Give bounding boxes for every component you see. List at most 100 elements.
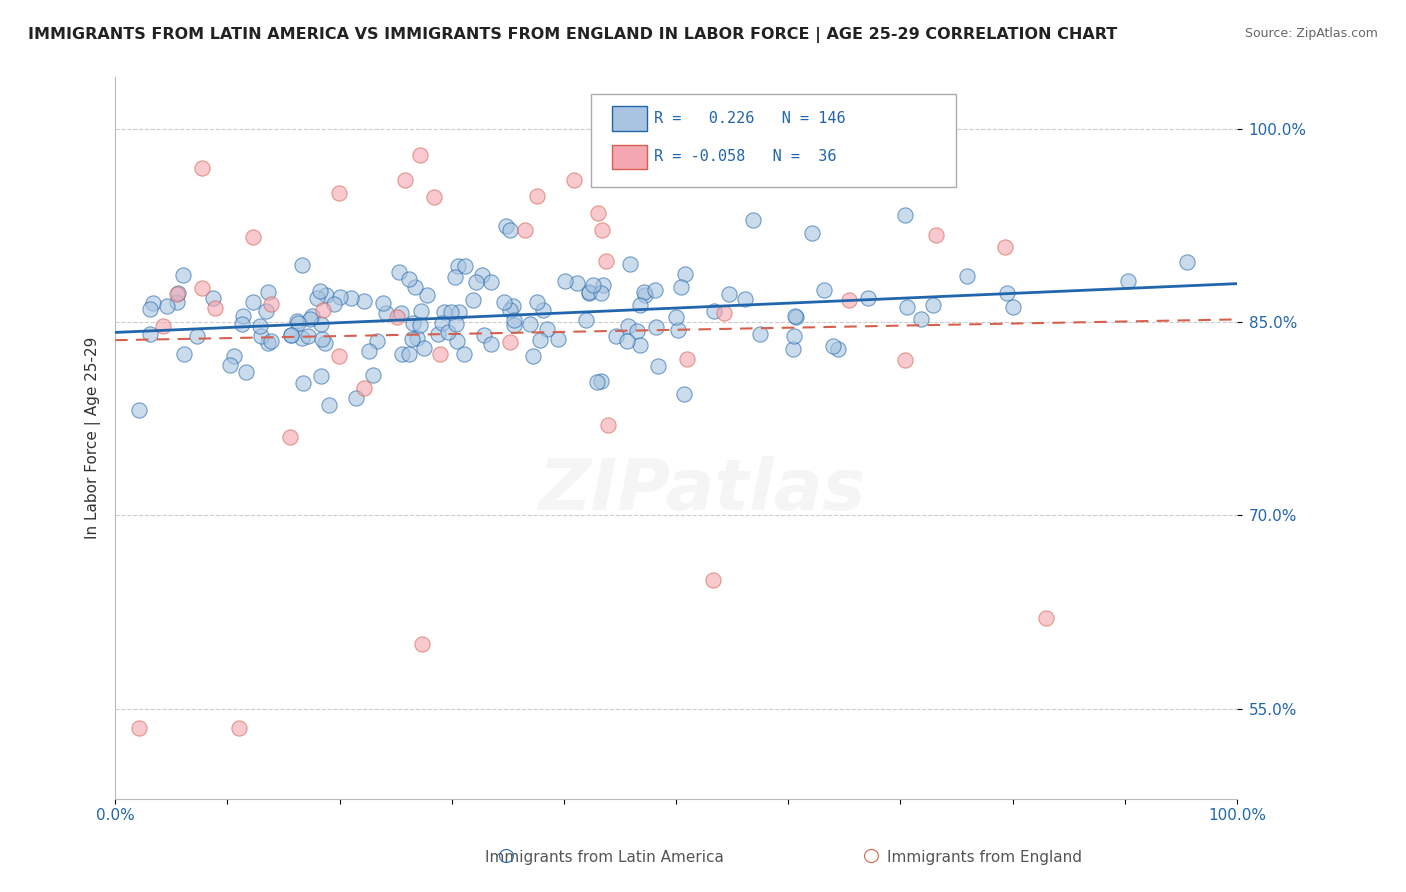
Point bbox=[592, 278, 614, 293]
Point bbox=[353, 293, 375, 308]
Point bbox=[1175, 255, 1198, 269]
Point bbox=[531, 303, 554, 318]
Point bbox=[329, 290, 352, 304]
Point bbox=[411, 637, 433, 651]
Point bbox=[401, 332, 423, 346]
Point bbox=[408, 318, 430, 332]
Point bbox=[665, 310, 688, 325]
Point bbox=[617, 318, 640, 333]
Point bbox=[257, 335, 280, 350]
Point bbox=[1001, 300, 1024, 314]
Point bbox=[502, 312, 524, 326]
Point bbox=[259, 297, 281, 311]
Point bbox=[280, 328, 302, 343]
Point bbox=[586, 375, 609, 389]
Point bbox=[801, 226, 824, 240]
Point bbox=[444, 318, 467, 332]
Point bbox=[471, 268, 494, 282]
Point bbox=[156, 299, 179, 313]
Point bbox=[429, 346, 451, 360]
Point bbox=[838, 293, 860, 307]
Point bbox=[235, 365, 257, 379]
Point bbox=[298, 311, 321, 326]
Point bbox=[595, 253, 617, 268]
Point bbox=[128, 402, 150, 417]
Point bbox=[453, 260, 475, 274]
Point bbox=[278, 429, 301, 443]
Point bbox=[344, 391, 367, 405]
Text: ○: ○ bbox=[863, 847, 880, 865]
Point bbox=[440, 305, 463, 319]
Point bbox=[328, 186, 350, 201]
Point bbox=[242, 230, 264, 244]
Text: R = -0.058   N =  36: R = -0.058 N = 36 bbox=[654, 149, 837, 163]
Point bbox=[633, 285, 655, 299]
Point bbox=[398, 347, 420, 361]
Point bbox=[256, 285, 278, 300]
Point bbox=[373, 296, 395, 310]
Point bbox=[574, 312, 596, 326]
Text: ○: ○ bbox=[498, 847, 515, 865]
Point bbox=[502, 318, 524, 332]
Point bbox=[172, 268, 194, 282]
Point bbox=[821, 339, 844, 353]
Point bbox=[616, 334, 638, 349]
Point bbox=[309, 284, 332, 298]
Point bbox=[586, 205, 609, 219]
Point bbox=[578, 285, 600, 299]
Point bbox=[605, 328, 627, 343]
Point bbox=[391, 306, 413, 320]
Text: Source: ZipAtlas.com: Source: ZipAtlas.com bbox=[1244, 27, 1378, 40]
Point bbox=[713, 306, 735, 320]
Point bbox=[647, 359, 669, 374]
Point bbox=[547, 333, 569, 347]
Point bbox=[894, 208, 917, 222]
Point bbox=[672, 387, 695, 401]
Point bbox=[232, 309, 254, 323]
Point bbox=[413, 341, 436, 355]
Point bbox=[166, 286, 188, 301]
Point bbox=[995, 285, 1018, 300]
Point bbox=[152, 318, 174, 333]
Point bbox=[328, 350, 350, 364]
Point bbox=[782, 342, 804, 356]
Point bbox=[589, 374, 612, 388]
Point bbox=[562, 173, 585, 187]
Point bbox=[502, 299, 524, 313]
Point bbox=[702, 304, 724, 318]
Point bbox=[404, 279, 426, 293]
Point bbox=[492, 295, 515, 310]
Point bbox=[515, 223, 537, 237]
Point bbox=[128, 721, 150, 735]
Point bbox=[675, 352, 697, 367]
Point bbox=[314, 336, 336, 351]
Point bbox=[554, 274, 576, 288]
Point bbox=[309, 368, 332, 383]
Point bbox=[311, 317, 333, 331]
Point bbox=[191, 161, 214, 175]
Point bbox=[894, 352, 917, 367]
Point bbox=[287, 316, 309, 330]
Point bbox=[312, 303, 335, 318]
Point bbox=[465, 275, 488, 289]
Point bbox=[166, 295, 188, 310]
Point bbox=[366, 334, 388, 349]
Point bbox=[423, 190, 446, 204]
Point bbox=[718, 287, 741, 301]
Point bbox=[222, 350, 245, 364]
Point bbox=[626, 325, 648, 339]
Point bbox=[446, 334, 468, 348]
Point bbox=[173, 347, 195, 361]
Point bbox=[783, 329, 806, 343]
Point bbox=[218, 358, 240, 372]
Point bbox=[596, 417, 619, 432]
Point bbox=[291, 258, 314, 272]
Point bbox=[994, 240, 1017, 254]
Point bbox=[734, 292, 756, 306]
Point bbox=[353, 381, 375, 395]
Point bbox=[922, 298, 945, 312]
Point bbox=[702, 573, 724, 587]
Point bbox=[479, 275, 502, 289]
Point bbox=[536, 321, 558, 335]
Point bbox=[479, 337, 502, 351]
